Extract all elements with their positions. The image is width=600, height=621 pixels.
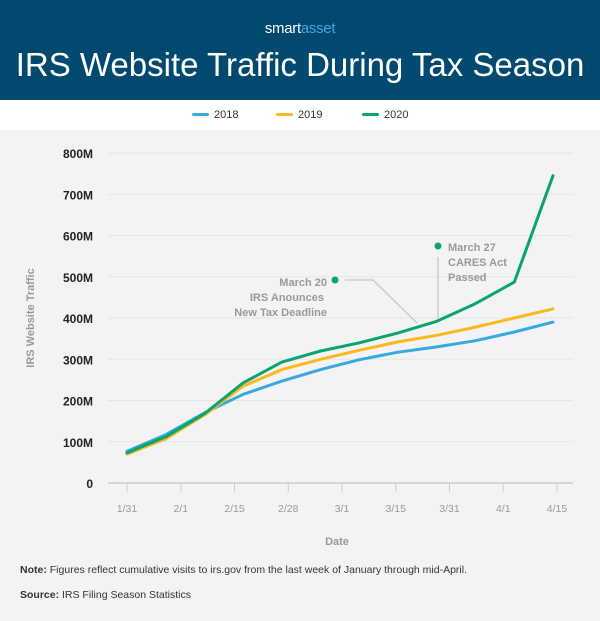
x-tick-label: 4/15 [547,503,568,515]
y-tick-label: 200M [63,395,93,409]
annotation-text: IRS Anounces [250,292,324,304]
x-tick-label: 2/15 [224,503,245,515]
annotation-dot-march27 [434,242,442,250]
note-label: Note: [20,564,47,576]
legend-label: 2019 [298,109,323,121]
annotation-text: March 20 [279,277,327,289]
annotation-connector-march20 [345,279,418,324]
source-text: IRS Filing Season Statistics [62,589,191,601]
smartasset-logo: smartasset [0,20,600,37]
series-line-2018 [125,320,555,453]
chart-title: IRS Website Traffic During Tax Season [15,46,585,83]
y-tick-label: 400M [63,312,93,326]
y-tick-label: 300M [63,353,93,367]
logo-text-smart: smart [264,20,301,37]
y-tick-label: 0 [86,477,93,491]
source: Source: IRS Filing Season Statistics [20,589,191,601]
series-line-2019 [125,307,555,456]
y-tick-label: 600M [63,230,93,244]
legend-swatch-2019 [276,112,293,116]
legend-item-2018: 2018 [192,109,238,121]
annotation-dot-march20 [331,276,339,284]
x-tick-label: 4/1 [496,503,511,515]
legend-label: 2018 [214,109,239,121]
x-tick-label: 3/15 [386,503,407,515]
legend-swatch-2018 [192,112,209,116]
legend-label: 2020 [384,109,409,121]
note-text: Figures reflect cumulative visits to irs… [49,564,468,576]
annotation-text: Passed [448,272,487,284]
y-tick-label: 700M [63,188,93,202]
x-tick-label: 2/1 [173,503,188,515]
legend-swatch-2020 [362,112,379,116]
y-axis-label: IRS Website Traffic [25,268,37,367]
annotation-text: New Tax Deadline [234,307,327,319]
note: Note: Figures reflect cumulative visits … [20,564,467,576]
y-tick-label: 100M [63,436,93,450]
header: smartasset IRS Website Traffic During Ta… [0,0,600,100]
y-tick-label: 800M [63,147,93,161]
legend: 2018 2019 2020 [0,100,600,130]
logo-text-asset: asset [300,20,336,37]
legend-item-2019: 2019 [276,109,322,121]
x-tick-label: 3/1 [335,503,350,515]
x-tick-label: 3/31 [439,503,460,515]
x-axis-label: Date [325,536,349,548]
source-label: Source: [20,589,60,601]
series-line-2020 [125,174,555,455]
x-tick-label: 2/28 [278,503,299,515]
y-tick-label: 500M [63,271,93,285]
x-tick-label: 1/31 [117,503,138,515]
annotation-text: March 27 [448,242,496,254]
annotations: March 20 IRS Anounces New Tax Deadline M… [234,242,507,324]
annotation-text: CARES Act [448,257,507,269]
legend-item-2020: 2020 [362,109,408,121]
